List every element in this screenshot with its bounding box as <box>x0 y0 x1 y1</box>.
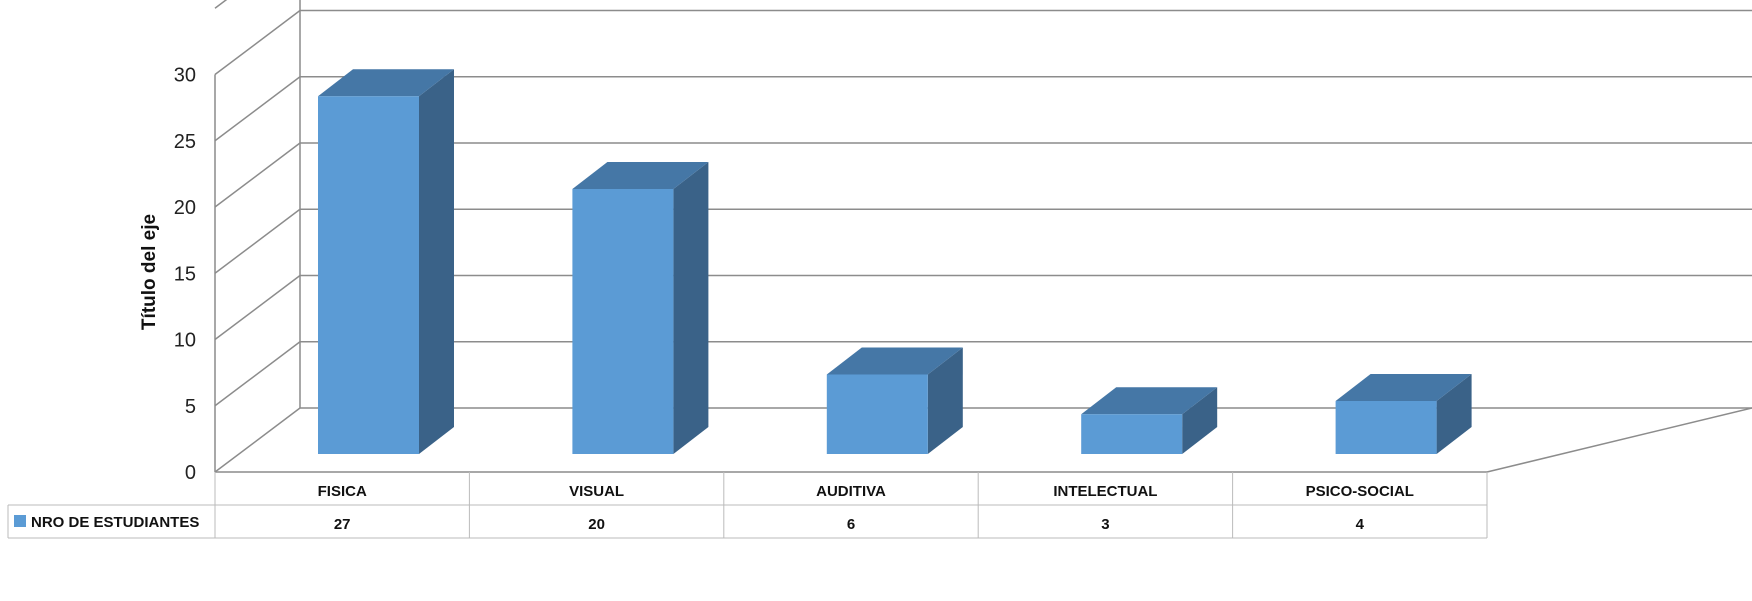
data-table-value: 4 <box>1356 516 1365 533</box>
y-tick-label: 25 <box>174 131 196 153</box>
legend-swatch <box>14 515 26 527</box>
y-axis-ticks: 0 5 10 15 20 25 30 <box>174 65 196 485</box>
bar-side <box>419 69 454 454</box>
gridline-side <box>214 407 301 473</box>
bar-top <box>318 69 454 97</box>
category-label: FISICA <box>318 483 367 500</box>
floor-right-edge <box>1486 407 1752 473</box>
y-tick-label: 10 <box>174 330 196 352</box>
bar-front <box>318 96 419 454</box>
bar-side <box>1182 387 1218 454</box>
y-tick-label: 0 <box>185 462 196 484</box>
bar-intelectual <box>1081 387 1218 454</box>
gridline-side <box>214 76 301 142</box>
gridline-side <box>214 208 301 274</box>
bars <box>318 69 1472 454</box>
y-tick-label: 15 <box>174 263 196 285</box>
bar-auditiva <box>826 347 963 454</box>
gridline-side <box>214 341 301 407</box>
data-table-value: 20 <box>588 516 605 533</box>
bar-top <box>572 162 709 189</box>
category-label: VISUAL <box>569 483 624 500</box>
category-label: AUDITIVA <box>816 483 886 500</box>
y-tick-label: 30 <box>174 65 196 87</box>
bar-front <box>826 374 928 454</box>
bar-front <box>1081 414 1183 454</box>
bar-top <box>1335 374 1472 401</box>
data-table: FISICA 27 VISUAL 20 AUDITIVA 6 INTELECTUAL 3 PSI… <box>7 472 1488 539</box>
bar-front <box>1335 401 1437 454</box>
gridline-side <box>214 9 301 76</box>
bar-top <box>826 347 963 375</box>
category-label: INTELECTUAL <box>1053 483 1157 500</box>
category-label: PSICO-SOCIAL <box>1306 483 1414 500</box>
bar-psico-social <box>1335 374 1472 454</box>
data-table-value: 6 <box>847 516 855 533</box>
bar-top <box>1081 387 1218 415</box>
y-axis-title: Título del eje <box>139 214 160 330</box>
bar-fisica <box>318 69 454 454</box>
data-table-value: 3 <box>1101 516 1109 533</box>
bar-side <box>927 347 963 454</box>
bar-visual <box>572 162 709 454</box>
y-tick-label: 20 <box>174 197 196 219</box>
bar-side <box>673 162 709 454</box>
gridlines <box>214 0 1752 473</box>
y-tick-label: 5 <box>185 396 196 418</box>
bar-side <box>1436 374 1472 454</box>
gridline-side <box>214 274 301 341</box>
legend-label: NRO DE ESTUDIANTES <box>31 514 199 531</box>
data-table-value: 27 <box>334 516 351 533</box>
bar-front <box>572 189 674 454</box>
gridline-side <box>214 142 301 208</box>
gridline-side <box>214 0 228 9</box>
